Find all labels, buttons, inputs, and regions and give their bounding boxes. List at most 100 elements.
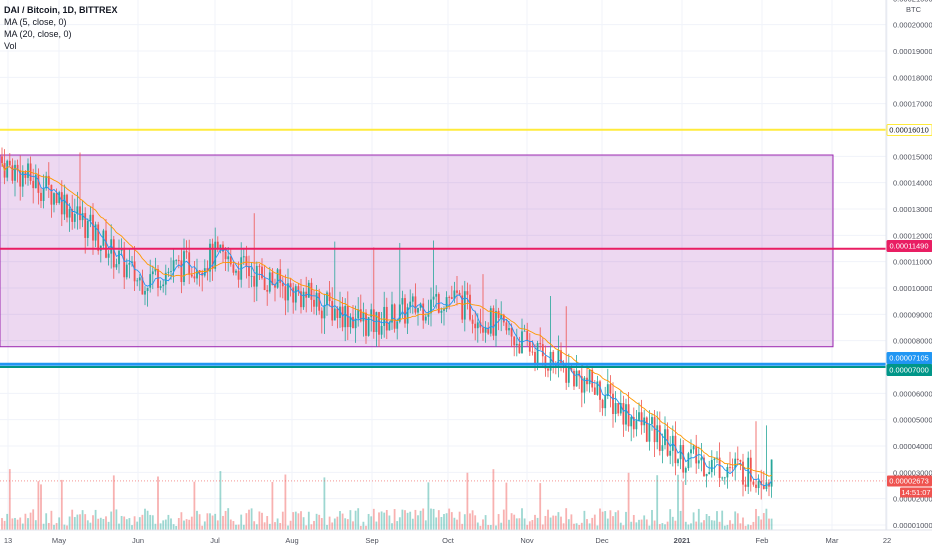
volume-bar — [53, 524, 55, 530]
range-zone[interactable] — [0, 154, 834, 348]
candle-body — [552, 351, 555, 366]
volume-bar — [391, 523, 393, 530]
candle-body — [281, 282, 284, 287]
candle-body — [302, 291, 305, 308]
candle-body — [599, 381, 601, 400]
candle-body — [617, 403, 620, 414]
volume-bar — [609, 510, 612, 530]
candle-body — [162, 284, 165, 287]
volume-bar — [352, 521, 354, 530]
candle-body — [762, 485, 765, 489]
candle-body — [679, 445, 682, 460]
volume-bar — [430, 508, 432, 530]
volume-bar — [580, 522, 583, 530]
volume-bar — [469, 513, 471, 530]
volume-bar — [656, 475, 659, 530]
candle-body — [713, 458, 716, 460]
price-tick-label: 0.00013000 — [893, 205, 932, 214]
candle-body — [354, 318, 357, 329]
volume-bar — [146, 510, 149, 530]
candle-body — [331, 301, 334, 321]
time-tick-label: Jul — [210, 536, 220, 545]
volume-bar — [674, 520, 677, 530]
level-price-tag — [886, 240, 932, 252]
level-price-label: 0.00011490 — [889, 242, 928, 251]
volume-bar — [154, 523, 157, 530]
volume-bar — [84, 514, 87, 530]
volume-bar — [489, 524, 492, 530]
candle-body — [391, 304, 393, 323]
candle-body — [518, 343, 521, 354]
candle-body — [661, 445, 664, 451]
ma20-legend[interactable]: MA (20, close, 0) — [4, 29, 72, 39]
volume-bar — [661, 523, 664, 530]
price-tick-label: 0.00002000 — [893, 495, 932, 504]
volume-bar — [320, 518, 323, 530]
volume-bar — [300, 511, 302, 530]
volume-bar — [261, 512, 263, 530]
volume-legend[interactable]: Vol — [4, 41, 17, 51]
volume-bar — [422, 508, 425, 530]
volume-bar — [198, 514, 201, 530]
volume-bar — [123, 516, 126, 530]
candle-body — [315, 292, 318, 307]
candle-body — [716, 457, 718, 459]
price-tick-label: 0.00011000 — [893, 258, 932, 267]
price-tick-label: 0.00020000 — [893, 21, 932, 30]
candle-body — [276, 269, 279, 288]
volume-bar — [240, 514, 243, 530]
volume-bar — [544, 515, 547, 530]
candle-body — [294, 286, 297, 303]
volume-bar — [362, 521, 365, 530]
volume-bar — [708, 516, 711, 530]
candle-body — [432, 296, 435, 300]
candle-body — [196, 270, 198, 279]
candle-body — [515, 343, 518, 346]
volume-bar — [406, 512, 409, 530]
candle-body — [664, 429, 666, 446]
volume-bar — [440, 517, 443, 530]
symbol-title[interactable]: DAI / Bitcoin, 1D, BITTREX — [4, 5, 118, 15]
candle-body — [8, 160, 11, 166]
candle-body — [658, 425, 661, 451]
volume-bar — [326, 524, 328, 530]
candle-body — [458, 292, 461, 296]
volume-bar — [596, 525, 599, 530]
candle-body — [53, 193, 55, 205]
price-axis[interactable]: 0.00021000 0.00020000 0.00019000 0.00018000… — [893, 0, 932, 530]
volume-bar — [380, 511, 383, 530]
volume-bar — [666, 521, 669, 530]
candle-body — [474, 323, 477, 329]
time-axis[interactable]: 13 May Jun Jul Aug Sep Oct Nov Dec 2021 Feb Mar 22 — [4, 536, 891, 545]
candle-body — [224, 251, 227, 260]
candle-body — [201, 272, 204, 276]
volume-bar — [697, 508, 700, 530]
level-price-tag — [886, 364, 932, 376]
candle-body — [653, 417, 656, 443]
last-price-label: 0.00002673 — [889, 476, 929, 485]
candle-body — [466, 291, 469, 295]
candle-body — [406, 307, 409, 324]
price-tick-label: 0.00003000 — [893, 468, 932, 477]
candle-body — [682, 445, 685, 473]
volume-bar — [99, 517, 102, 530]
time-tick-label: May — [52, 536, 66, 545]
price-tick-label: 0.00019000 — [893, 47, 932, 56]
volume-bar — [554, 515, 557, 530]
level-price-label: 0.00016010 — [889, 126, 929, 135]
volume-bar — [167, 514, 170, 530]
candle-body — [638, 412, 640, 421]
ma5-line — [1, 162, 772, 487]
volume-bar — [214, 513, 217, 530]
candle-body — [123, 248, 126, 278]
volume-bar — [653, 520, 656, 530]
volume-bar — [258, 511, 261, 530]
time-tick-label: Jun — [132, 536, 144, 545]
volume-bar — [643, 515, 646, 530]
volume-bar — [138, 517, 141, 530]
price-tick-label: 0.00009000 — [893, 310, 932, 319]
ma5-legend[interactable]: MA (5, close, 0) — [4, 17, 67, 27]
candle-body — [261, 266, 263, 279]
